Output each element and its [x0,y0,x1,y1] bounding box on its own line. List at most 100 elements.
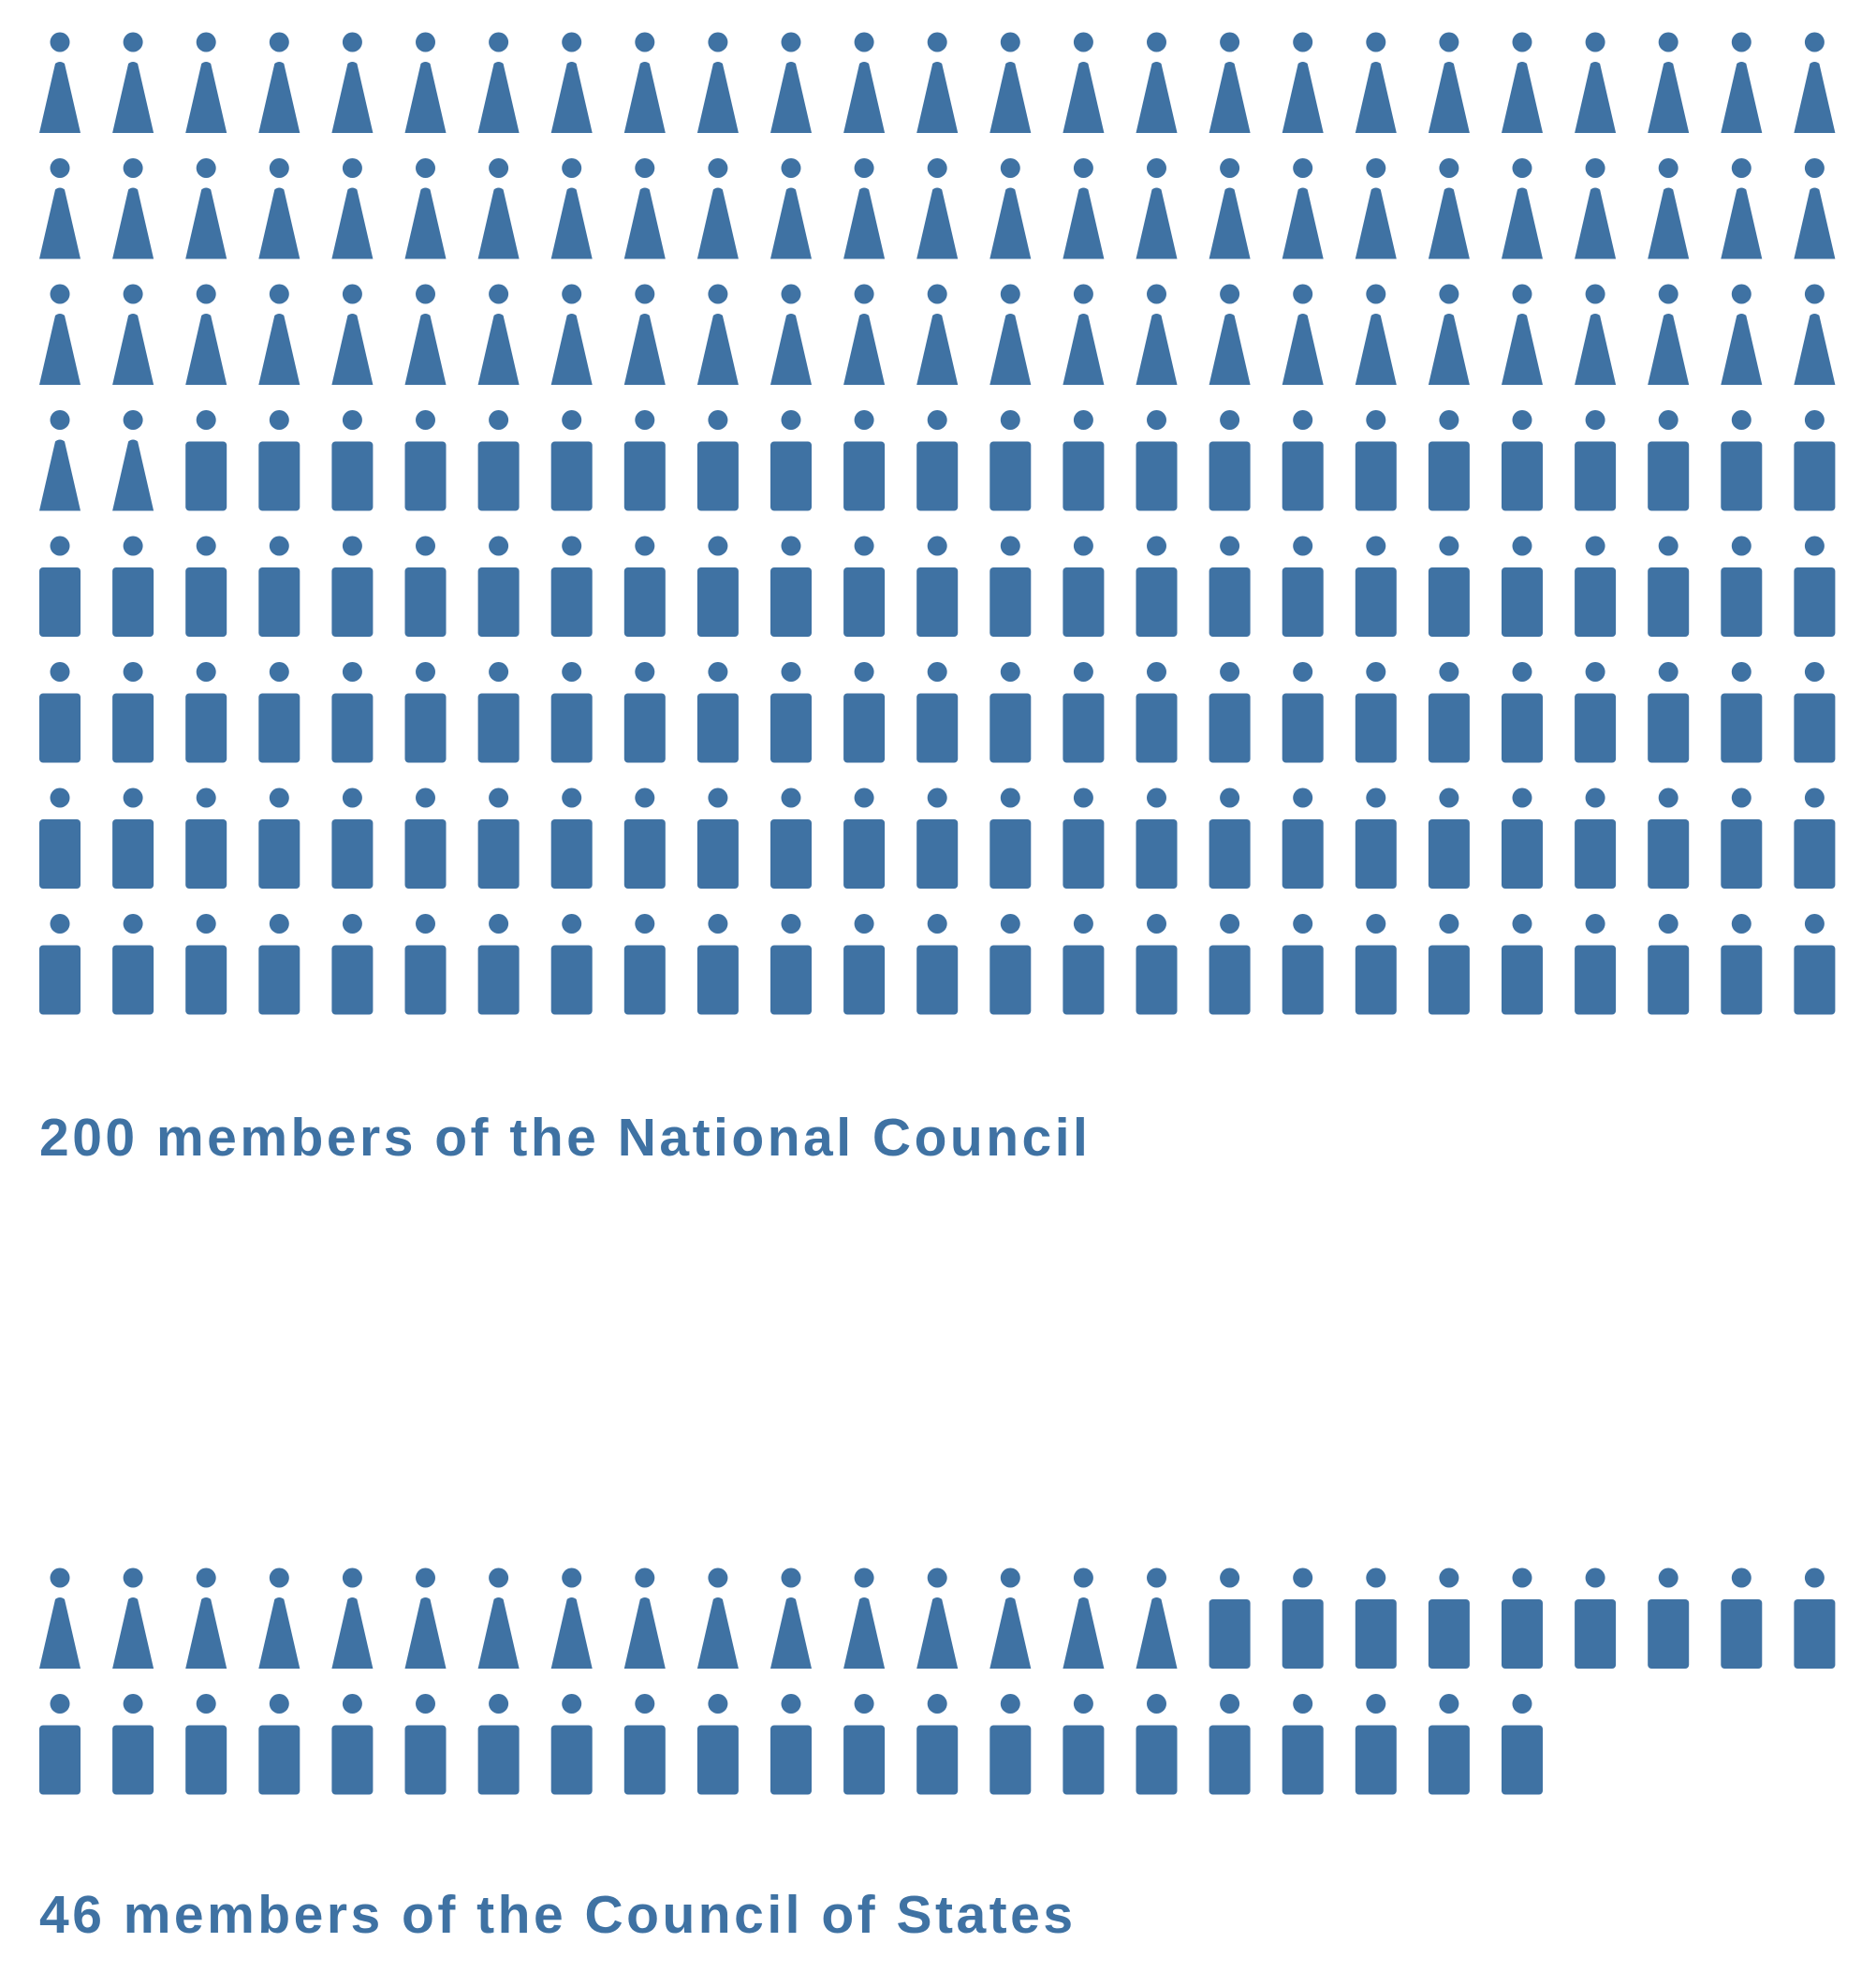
council-of-states-man-icon [916,1694,959,1795]
national-council-woman-icon [331,32,374,133]
national-council-woman-icon [696,32,739,133]
national-council-woman-icon [916,284,959,385]
national-council-woman-icon [1794,284,1836,385]
national-council-man-icon [1282,914,1324,1015]
national-council-man-icon [1428,914,1470,1015]
national-council-man-icon [1575,914,1617,1015]
national-council-woman-icon [185,284,227,385]
national-council-woman-icon [1721,32,1763,133]
national-council-man-icon [477,410,520,511]
national-council-woman-icon [1575,32,1617,133]
council-of-states-woman-icon [258,1567,300,1669]
council-of-states-caption: 46 members of the Council of States [39,1885,1077,1945]
national-council-woman-icon [1794,32,1836,133]
national-council-man-icon [770,662,812,763]
national-council-man-icon [989,914,1032,1015]
national-council-man-icon [477,914,520,1015]
national-council-man-icon [1648,410,1690,511]
council-of-states-man-icon [1648,1567,1690,1669]
council-of-states-man-icon [1428,1694,1470,1795]
national-council-man-icon [331,410,374,511]
national-council-man-icon [1502,536,1543,637]
council-of-states-man-icon [404,1694,447,1795]
national-council-man-icon [916,914,959,1015]
national-council-man-icon [1428,410,1470,511]
national-council-woman-icon [1209,284,1251,385]
national-council-man-icon [477,662,520,763]
national-council-man-icon [623,410,666,511]
national-council-man-icon [696,914,739,1015]
national-council-man-icon [1721,410,1763,511]
national-council-man-icon [623,662,666,763]
national-council-man-icon [1136,536,1178,637]
national-council-woman-icon [112,284,154,385]
council-of-states-woman-icon [1136,1567,1178,1669]
national-council-man-icon [1063,914,1105,1015]
council-of-states-woman-icon [623,1567,666,1669]
council-of-states-woman-icon [550,1567,593,1669]
national-council-man-icon [1721,536,1763,637]
national-council-woman-icon [1648,284,1690,385]
national-council-man-icon [331,662,374,763]
national-council-woman-icon [258,32,300,133]
council-of-states-man-icon [623,1694,666,1795]
national-council-man-icon [696,410,739,511]
national-council-man-icon [623,536,666,637]
national-council-man-icon [1428,787,1470,889]
national-council-man-icon [1209,787,1251,889]
national-council-man-icon [185,914,227,1015]
national-council-woman-icon [843,32,886,133]
national-council-man-icon [258,914,300,1015]
national-council-woman-icon [1136,158,1178,259]
national-council-woman-icon [1136,284,1178,385]
national-council-woman-icon [1502,158,1543,259]
council-of-states-man-icon [550,1694,593,1795]
national-council-woman-icon [258,158,300,259]
national-council-man-icon [1794,914,1836,1015]
council-of-states-woman-icon [989,1567,1032,1669]
national-council-woman-icon [1355,32,1397,133]
national-council-woman-icon [550,284,593,385]
national-council-man-icon [1794,410,1836,511]
national-council-man-icon [916,536,959,637]
national-council-woman-icon [1063,32,1105,133]
national-council-woman-icon [1355,284,1397,385]
council-of-states-pictogram [39,1567,1836,1795]
national-council-caption: 200 members of the National Council [39,1108,1092,1168]
national-council-man-icon [696,536,739,637]
national-council-woman-icon [1063,284,1105,385]
national-council-man-icon [623,914,666,1015]
council-of-states-man-icon [1063,1694,1105,1795]
national-council-woman-icon [1355,158,1397,259]
national-council-woman-icon [39,410,81,511]
national-council-man-icon [623,787,666,889]
national-council-man-icon [550,914,593,1015]
national-council-woman-icon [112,32,154,133]
national-council-woman-icon [916,32,959,133]
national-council-man-icon [989,410,1032,511]
national-council-man-icon [1794,536,1836,637]
national-council-man-icon [550,662,593,763]
national-council-man-icon [1721,787,1763,889]
national-council-man-icon [1209,536,1251,637]
national-council-man-icon [916,787,959,889]
national-council-man-icon [185,410,227,511]
national-council-man-icon [404,787,447,889]
national-council-man-icon [185,787,227,889]
national-council-woman-icon [989,284,1032,385]
national-council-woman-icon [1282,284,1324,385]
national-council-man-icon [916,410,959,511]
national-council-man-icon [989,536,1032,637]
national-council-man-icon [1355,662,1397,763]
national-council-man-icon [404,536,447,637]
national-council-man-icon [1209,914,1251,1015]
national-council-man-icon [550,787,593,889]
council-of-states-woman-icon [404,1567,447,1669]
national-council-man-icon [39,662,81,763]
council-of-states-man-icon [1575,1567,1617,1669]
council-of-states-man-icon [1428,1567,1470,1669]
national-council-man-icon [1355,787,1397,889]
national-council-man-icon [331,914,374,1015]
national-council-woman-icon [696,158,739,259]
national-council-man-icon [770,787,812,889]
